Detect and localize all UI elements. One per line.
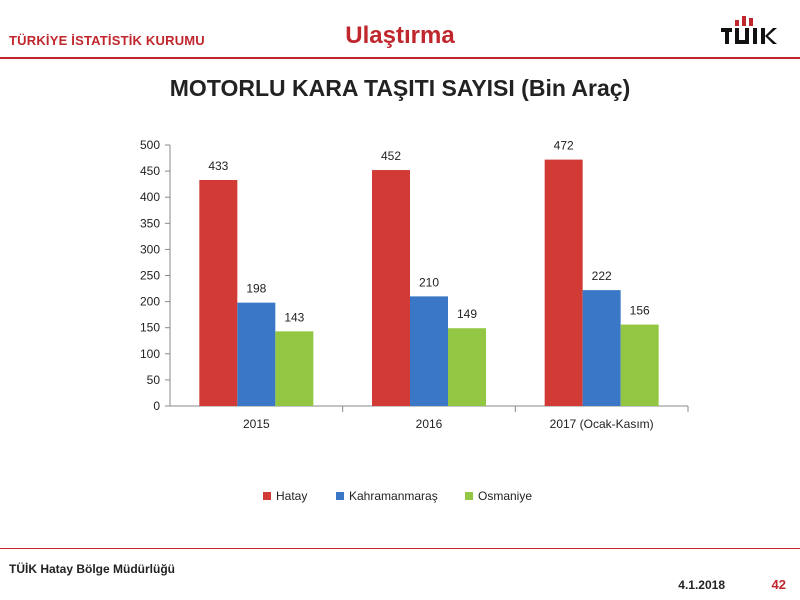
data-label: 143 <box>284 310 304 324</box>
data-label: 433 <box>208 159 228 173</box>
header-divider <box>0 57 800 59</box>
legend-swatch <box>465 492 473 500</box>
y-tick-label: 450 <box>140 164 160 178</box>
y-tick-label: 300 <box>140 242 160 256</box>
y-tick-label: 250 <box>140 269 160 283</box>
legend-swatch <box>336 492 344 500</box>
data-label: 222 <box>592 269 612 283</box>
bar-kahramanmaraş <box>410 296 448 406</box>
data-label: 452 <box>381 149 401 163</box>
legend-label: Hatay <box>276 489 307 503</box>
y-tick-label: 350 <box>140 216 160 230</box>
y-tick-label: 150 <box>140 321 160 335</box>
data-label: 210 <box>419 275 439 289</box>
footer-date: 4.1.2018 <box>678 578 725 592</box>
y-tick-label: 400 <box>140 190 160 204</box>
y-tick-label: 500 <box>140 138 160 152</box>
page-number: 42 <box>771 577 786 592</box>
bar-kahramanmaraş <box>582 290 621 406</box>
legend-label: Kahramanmaraş <box>349 489 438 503</box>
legend-swatch <box>263 492 271 500</box>
x-tick-label: 2016 <box>416 417 443 431</box>
chart-title: MOTORLU KARA TAŞITI SAYISI (Bin Araç) <box>169 75 631 101</box>
bar-hatay <box>372 170 410 406</box>
data-label: 149 <box>457 307 477 321</box>
bar-osmaniye <box>275 331 314 406</box>
bar-hatay <box>544 159 583 406</box>
bar-hatay <box>199 179 238 406</box>
data-label: 472 <box>554 139 574 153</box>
x-tick-label: 2017 (Ocak-Kasım) <box>550 417 654 431</box>
bar-osmaniye <box>448 328 486 406</box>
tuik-logo <box>721 16 777 44</box>
bar-kahramanmaraş <box>237 302 276 406</box>
x-tick-label: 2015 <box>243 417 270 431</box>
y-tick-label: 200 <box>140 295 160 309</box>
data-label: 198 <box>246 282 266 296</box>
legend-label: Osmaniye <box>478 489 532 503</box>
y-tick-label: 100 <box>140 347 160 361</box>
footer-office: TÜİK Hatay Bölge Müdürlüğü <box>9 562 175 576</box>
y-tick-label: 50 <box>147 373 161 387</box>
bar-osmaniye <box>620 324 659 406</box>
y-tick-label: 0 <box>153 399 160 413</box>
bar-chart: 0 50 100 150 200 250 300 350 400 450 500 2015 433 198… <box>140 138 689 503</box>
data-label: 156 <box>630 304 650 318</box>
section-title: Ulaştırma <box>345 22 455 49</box>
org-name: TÜRKİYE İSTATİSTİK KURUMU <box>9 33 205 48</box>
footer-divider <box>0 548 800 549</box>
